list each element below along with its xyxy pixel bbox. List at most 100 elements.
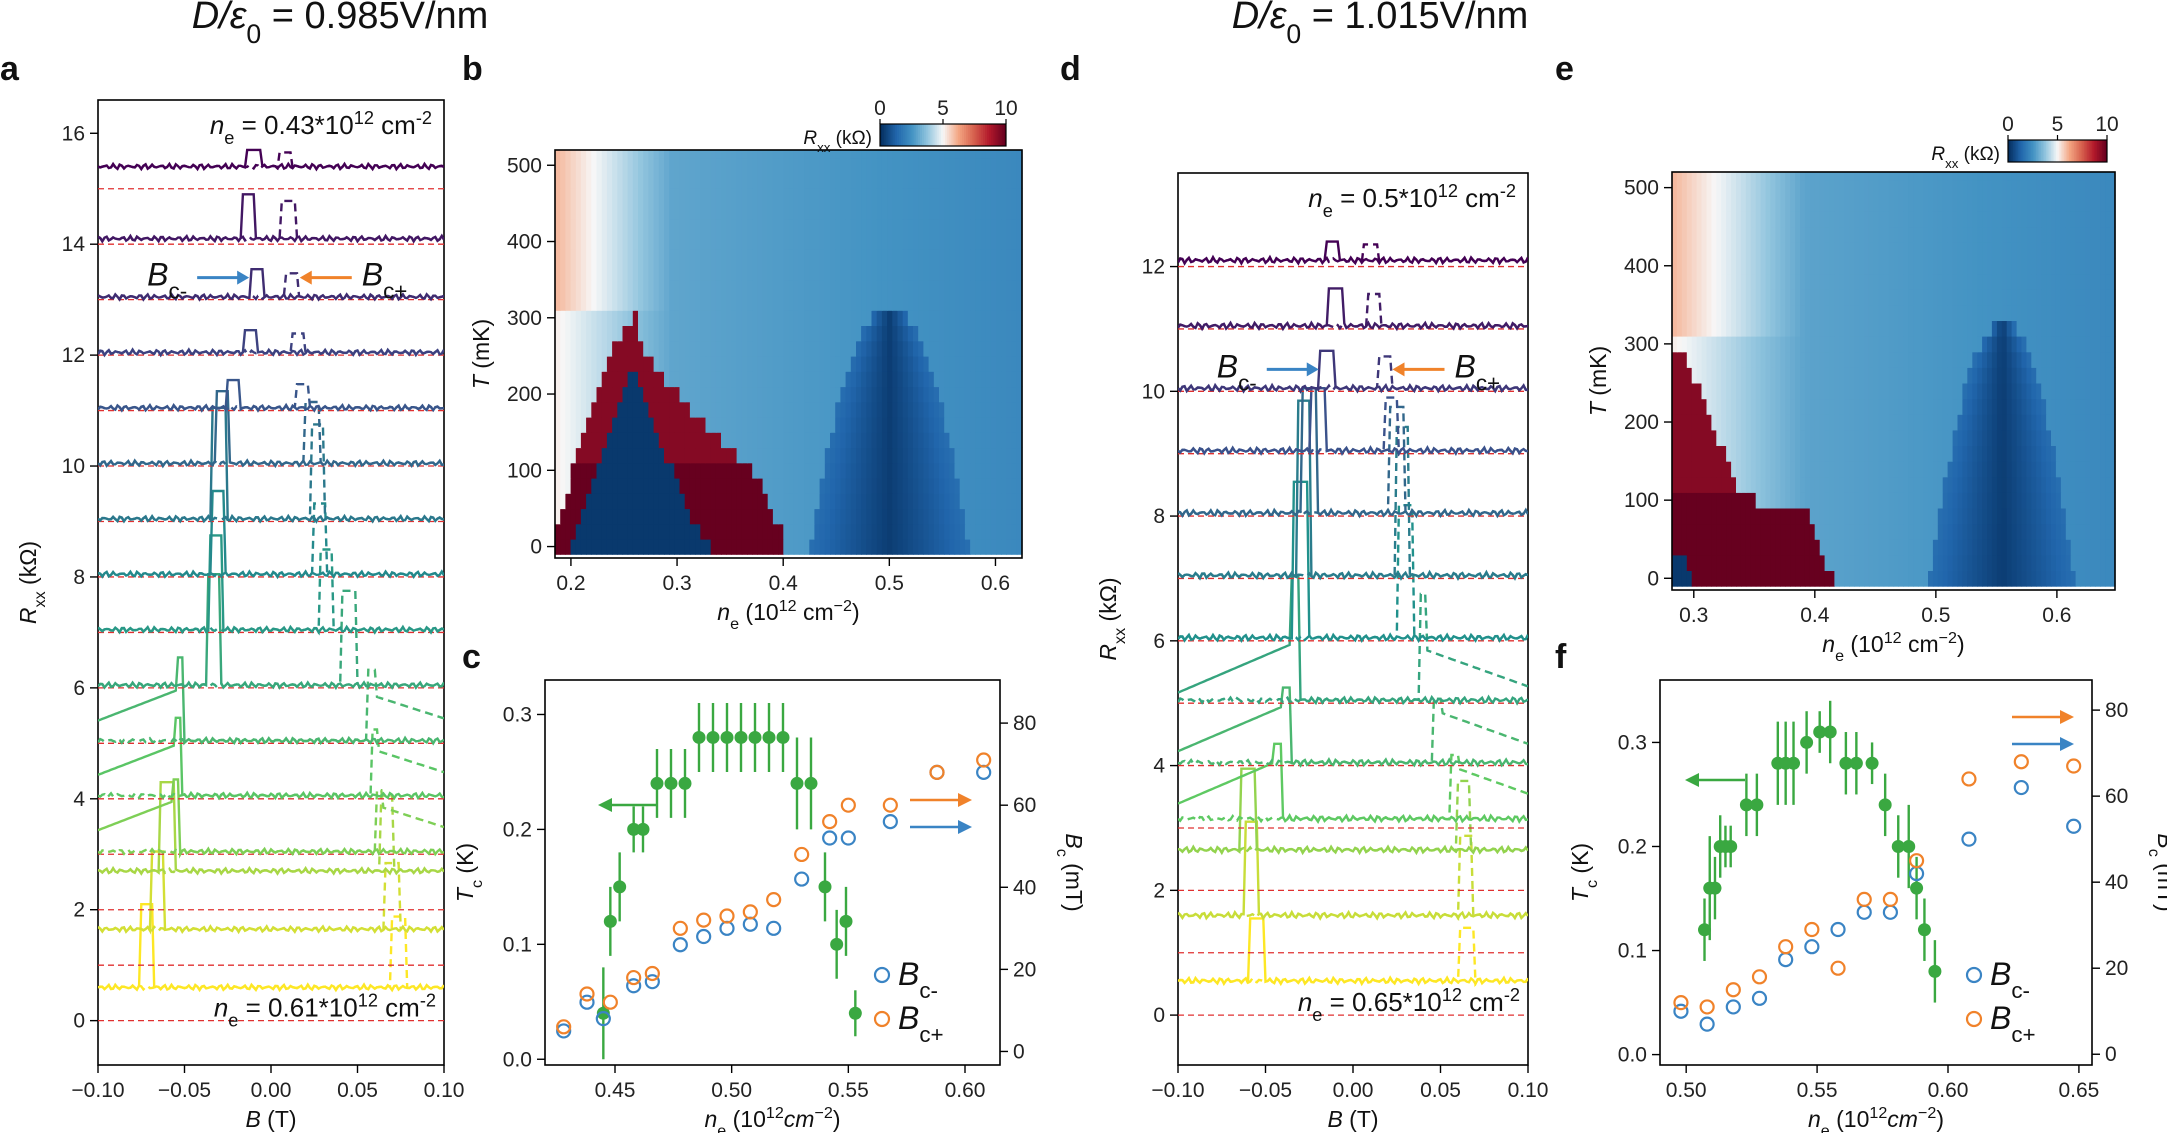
- heatmap-cell: [793, 218, 800, 235]
- heatmap-cell: [933, 340, 940, 357]
- heatmap-cell: [850, 523, 857, 540]
- heatmap-cell: [861, 203, 867, 220]
- heatmap-cell: [990, 150, 997, 159]
- heatmap-cell: [627, 493, 634, 510]
- heatmap-cell: [1849, 398, 1855, 415]
- heatmap-cell: [2016, 351, 2023, 368]
- heatmap-cell: [1711, 336, 1717, 353]
- heatmap-cell: [1672, 383, 1678, 400]
- heatmap-cell: [648, 157, 655, 174]
- heatmap-cell: [1982, 492, 1988, 509]
- heatmap-cell: [1011, 172, 1018, 189]
- heatmap-cell: [1001, 172, 1007, 189]
- heatmap-cell: [2026, 554, 2032, 571]
- heatmap-cell: [721, 150, 727, 159]
- heatmap-cell: [778, 325, 784, 342]
- heatmap-cell: [1839, 289, 1845, 306]
- heatmap-cell: [747, 447, 753, 464]
- heatmap-cell: [1849, 383, 1855, 400]
- heatmap-cell: [767, 264, 774, 281]
- heatmap-cell: [710, 447, 717, 464]
- heatmap-cell: [2016, 398, 2023, 415]
- heatmap-cell: [944, 150, 950, 159]
- heatmap-cell: [1681, 476, 1688, 493]
- heatmap-cell: [575, 294, 582, 311]
- heatmap-cell: [928, 386, 935, 403]
- heatmap-cell: [1001, 188, 1007, 204]
- heatmap-cell: [632, 432, 639, 449]
- heatmap-cell: [1932, 429, 1939, 446]
- heatmap-cell: [814, 150, 821, 159]
- heatmap-cell: [1947, 351, 1954, 368]
- heatmap-cell: [767, 523, 774, 540]
- heatmap-cell: [1839, 226, 1845, 243]
- heatmap-cell: [1942, 336, 1949, 353]
- heatmap-cell: [731, 325, 738, 342]
- heatmap-cell: [1928, 414, 1934, 431]
- colorbar-segment: [972, 124, 975, 146]
- heatmap-cell: [1775, 492, 1781, 509]
- heatmap-cell: [856, 325, 862, 342]
- heatmap-cell: [684, 294, 691, 311]
- heatmap-cell: [928, 523, 935, 540]
- heatmap-cell: [1996, 523, 2003, 540]
- heatmap-cell: [1918, 461, 1924, 478]
- heatmap-cell: [1864, 523, 1870, 540]
- heatmap-cell: [1883, 508, 1890, 525]
- heatmap-cell: [2031, 492, 2037, 509]
- heatmap-cell: [902, 157, 909, 174]
- heatmap-cell: [669, 508, 675, 525]
- heatmap-cell: [1982, 523, 1988, 540]
- heatmap-cell: [664, 294, 670, 311]
- heatmap-cell: [939, 432, 945, 449]
- trace-dashed: [1178, 292, 1528, 331]
- heatmap-cell: [2095, 414, 2101, 431]
- heatmap-cell: [1740, 508, 1747, 525]
- heatmap-cell: [1824, 492, 1831, 509]
- heatmap-cell: [1819, 445, 1826, 462]
- heatmap-cell: [721, 493, 727, 510]
- heatmap-cell: [1760, 273, 1767, 290]
- heatmap-cell: [2001, 570, 2008, 587]
- heatmap-cell: [1676, 383, 1683, 400]
- axes-frame: [554, 149, 1023, 559]
- heatmap-cell: [876, 401, 883, 418]
- colorbar-segment: [951, 124, 954, 146]
- heatmap-cell: [2036, 554, 2042, 571]
- heatmap-cell: [1745, 554, 1752, 571]
- heatmap-cell: [2006, 554, 2013, 571]
- heatmap-cell: [866, 432, 873, 449]
- heatmap-cell: [1878, 570, 1885, 587]
- heatmap-cell: [1750, 523, 1757, 540]
- heatmap-cell: [2041, 304, 2047, 321]
- heatmap-cell: [1676, 539, 1683, 556]
- heatmap-cell: [902, 264, 909, 281]
- heatmap-cell: [2041, 336, 2047, 353]
- heatmap-cell: [1721, 211, 1727, 228]
- heatmap-cell: [1809, 383, 1816, 400]
- heatmap-cell: [2070, 383, 2077, 400]
- heatmap-cell: [1804, 523, 1811, 540]
- heatmap-cell: [939, 279, 945, 296]
- heatmap-cell: [560, 310, 566, 326]
- heatmap-cell: [1932, 570, 1939, 587]
- heatmap-cell: [2016, 476, 2023, 493]
- colorbar-segment: [1001, 124, 1005, 146]
- heatmap-cell: [586, 233, 592, 250]
- heatmap-cell: [617, 157, 624, 174]
- heatmap-cell: [840, 249, 847, 265]
- heatmap-cell: [1829, 289, 1835, 306]
- heatmap-cell: [2046, 304, 2052, 321]
- heatmap-cell: [638, 203, 644, 220]
- heatmap-cell: [580, 386, 587, 403]
- heatmap-cell: [1839, 476, 1845, 493]
- trace-solid: [98, 716, 444, 801]
- heatmap-cell: [1711, 414, 1717, 431]
- heatmap-cell: [1834, 211, 1840, 228]
- heatmap-cell: [679, 172, 686, 189]
- heatmap-cell: [1824, 211, 1831, 228]
- heatmap-cell: [1952, 226, 1959, 243]
- heatmap-cell: [555, 523, 561, 540]
- heatmap-cell: [933, 150, 940, 159]
- heatmap-cell: [892, 477, 899, 494]
